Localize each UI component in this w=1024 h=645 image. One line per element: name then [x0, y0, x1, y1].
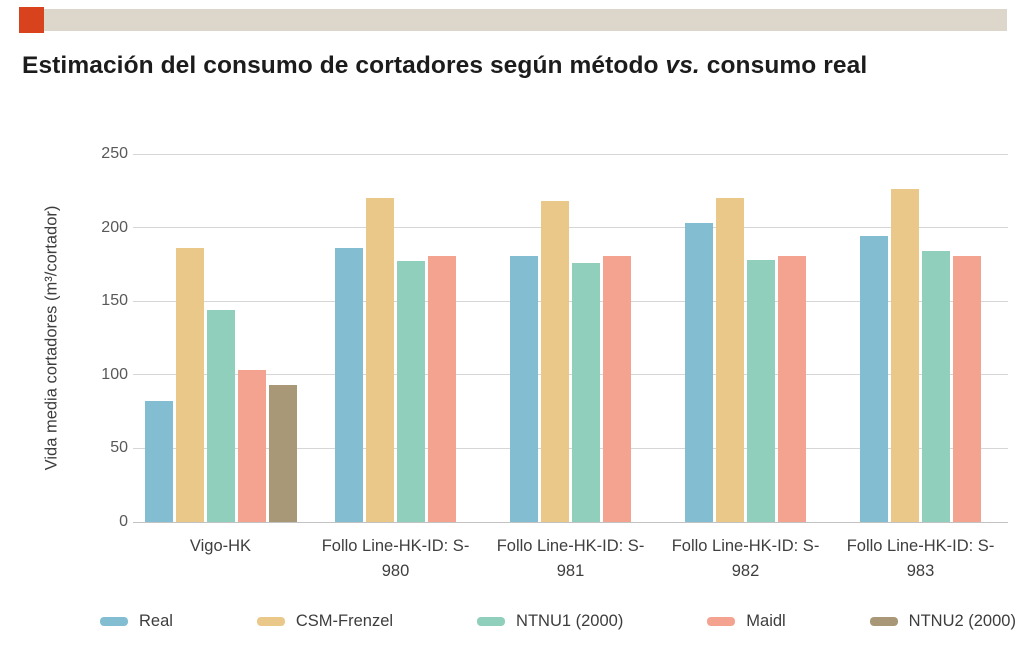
- legend-label: NTNU1 (2000): [516, 612, 624, 630]
- bar-group: [308, 154, 483, 522]
- bar: [510, 255, 538, 522]
- gridline: [133, 300, 1008, 302]
- gridline: [133, 374, 1008, 376]
- legend-swatch: [100, 617, 128, 626]
- legend-label: Maidl: [746, 612, 786, 630]
- category-label: Follo Line-HK-ID: S-982: [658, 534, 833, 584]
- y-axis-label: Vida media cortadores (m³/cortador): [42, 205, 61, 471]
- bar: [428, 255, 456, 522]
- bar: [397, 261, 425, 522]
- legend-item: CSM-Frenzel: [256, 612, 394, 631]
- legend-label: NTNU2 (2000): [908, 612, 1016, 630]
- category-label-text: Follo Line-HK-ID: S-981: [496, 537, 645, 580]
- legend-item: Real: [100, 612, 173, 631]
- title-suffix: consumo real: [699, 52, 868, 79]
- y-tick-label: 0: [119, 513, 128, 530]
- bar-groups: [133, 154, 1008, 522]
- y-tick-label: 200: [101, 218, 128, 236]
- y-tick-label: 100: [101, 365, 128, 383]
- category-label-text: Follo Line-HK-ID: S-983: [846, 537, 995, 580]
- category-label-text: Vigo-HK: [189, 537, 252, 555]
- header-accent-square: [19, 7, 44, 33]
- bar: [206, 310, 235, 522]
- bar: [685, 223, 713, 522]
- legend-swatch: [707, 617, 736, 626]
- legend-item: Maidl: [707, 612, 786, 631]
- y-tick-label: 150: [101, 292, 128, 310]
- legend-label: CSM-Frenzel: [295, 612, 394, 630]
- gridline: [133, 227, 1008, 229]
- x-axis-category-labels: Vigo-HK Follo Line-HK-ID: S-980 Follo Line…: [133, 534, 1008, 584]
- plot-area: [133, 153, 1008, 523]
- bar: [144, 401, 173, 522]
- title-prefix: Estimación del consumo de cortadores seg…: [22, 52, 666, 79]
- bar: [175, 248, 204, 522]
- bar: [953, 255, 981, 522]
- bar-group: [833, 154, 1008, 522]
- y-tick-label: 250: [101, 145, 128, 162]
- category-label-text: Follo Line-HK-ID: S-980: [321, 537, 470, 580]
- header-bar: [19, 7, 1007, 33]
- bar: [603, 255, 631, 522]
- legend-swatch: [477, 617, 506, 626]
- bar: [541, 201, 569, 522]
- bar: [268, 385, 297, 522]
- bar-group: [133, 154, 308, 522]
- title-vs: vs.: [665, 52, 700, 79]
- bar: [891, 189, 919, 522]
- category-label: Follo Line-HK-ID: S-980: [308, 534, 483, 584]
- bar: [922, 251, 950, 522]
- legend-item: NTNU2 (2000): [869, 612, 1016, 631]
- page-title: Estimación del consumo de cortadores seg…: [22, 52, 1002, 80]
- category-label: Vigo-HK: [133, 534, 308, 584]
- legend-label: Real: [139, 612, 173, 630]
- legend-swatch: [869, 617, 898, 626]
- gridline: [133, 153, 1008, 155]
- legend: Real CSM-Frenzel NTNU1 (2000) Maidl NTNU2 (2…: [100, 612, 1016, 631]
- bar: [335, 248, 363, 522]
- bar: [237, 370, 266, 522]
- gridline: [133, 447, 1008, 449]
- bar: [860, 236, 888, 522]
- legend-item: NTNU1 (2000): [477, 612, 623, 631]
- gridline: [133, 521, 1008, 523]
- legend-swatch: [256, 617, 285, 626]
- bar: [366, 198, 394, 522]
- category-label: Follo Line-HK-ID: S-981: [483, 534, 658, 584]
- category-label: Follo Line-HK-ID: S-983: [833, 534, 1008, 584]
- bar: [572, 262, 600, 522]
- category-label-text: Follo Line-HK-ID: S-982: [671, 537, 820, 580]
- y-tick-label: 50: [110, 439, 128, 457]
- bar-group: [658, 154, 833, 522]
- bar: [716, 198, 744, 522]
- bar: [778, 255, 806, 522]
- bar-group: [483, 154, 658, 522]
- bar: [747, 259, 775, 522]
